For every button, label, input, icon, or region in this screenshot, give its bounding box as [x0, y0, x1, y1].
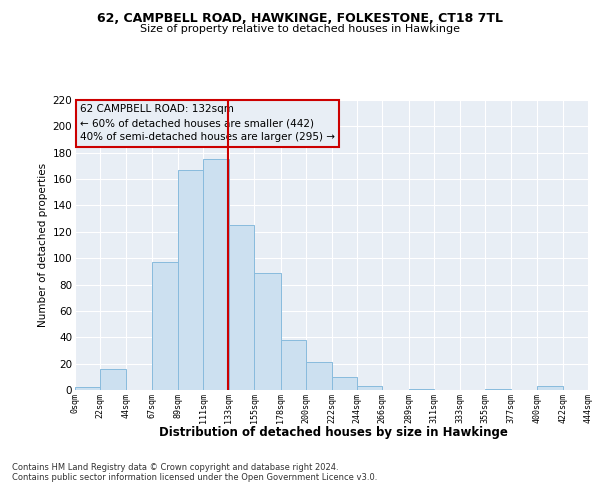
Bar — [75, 388, 100, 390]
Text: 62 CAMPBELL ROAD: 132sqm
← 60% of detached houses are smaller (442)
40% of semi-: 62 CAMPBELL ROAD: 132sqm ← 60% of detach… — [80, 104, 335, 142]
Bar — [254, 272, 281, 390]
Bar — [229, 225, 254, 390]
Text: 62, CAMPBELL ROAD, HAWKINGE, FOLKESTONE, CT18 7TL: 62, CAMPBELL ROAD, HAWKINGE, FOLKESTONE,… — [97, 12, 503, 26]
Bar — [331, 377, 357, 390]
Bar — [357, 386, 382, 390]
Bar — [485, 388, 511, 390]
Bar — [152, 262, 178, 390]
Bar — [281, 340, 306, 390]
Text: Contains public sector information licensed under the Open Government Licence v3: Contains public sector information licen… — [12, 474, 377, 482]
Bar — [306, 362, 331, 390]
Bar — [409, 388, 434, 390]
Bar — [537, 386, 563, 390]
Text: Size of property relative to detached houses in Hawkinge: Size of property relative to detached ho… — [140, 24, 460, 34]
Y-axis label: Number of detached properties: Number of detached properties — [38, 163, 49, 327]
Text: Distribution of detached houses by size in Hawkinge: Distribution of detached houses by size … — [158, 426, 508, 439]
Bar — [178, 170, 203, 390]
Bar — [100, 369, 126, 390]
Text: Contains HM Land Registry data © Crown copyright and database right 2024.: Contains HM Land Registry data © Crown c… — [12, 464, 338, 472]
Bar — [203, 160, 229, 390]
